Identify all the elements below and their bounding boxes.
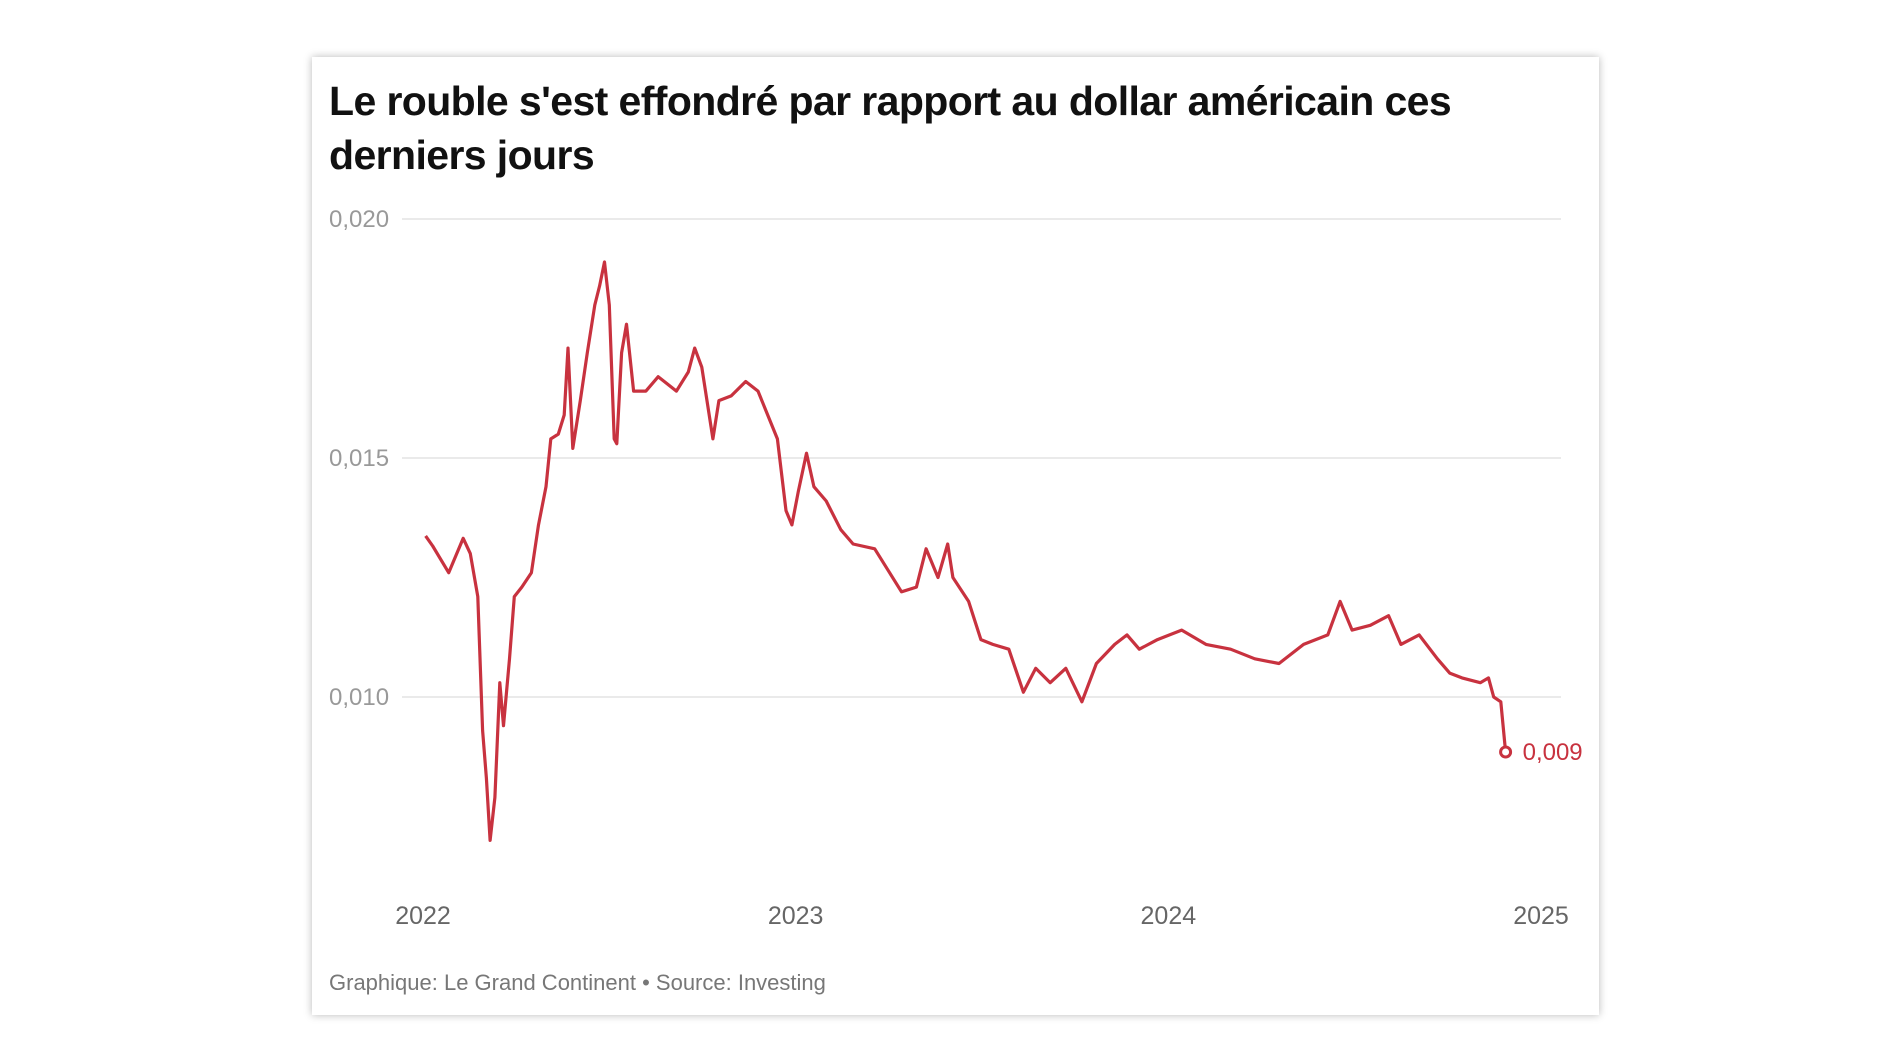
y-tick-label: 0,020	[329, 206, 389, 233]
x-tick-label: 2023	[768, 902, 824, 930]
chart-footer: Graphique: Le Grand Continent • Source: …	[329, 970, 826, 995]
series-line	[424, 260, 1508, 842]
x-tick-label: 2025	[1513, 902, 1569, 930]
y-tick-label: 0,010	[329, 684, 389, 711]
y-tick-label: 0,015	[329, 445, 389, 472]
x-tick-label: 2022	[395, 902, 451, 930]
chart-title: Le rouble s'est effondré par rapport au …	[329, 78, 1452, 178]
x-tick-label: 2024	[1141, 902, 1197, 930]
chart-card	[312, 57, 1599, 1015]
end-value-label: 0,009	[1523, 739, 1583, 766]
end-point-marker	[1499, 745, 1513, 759]
